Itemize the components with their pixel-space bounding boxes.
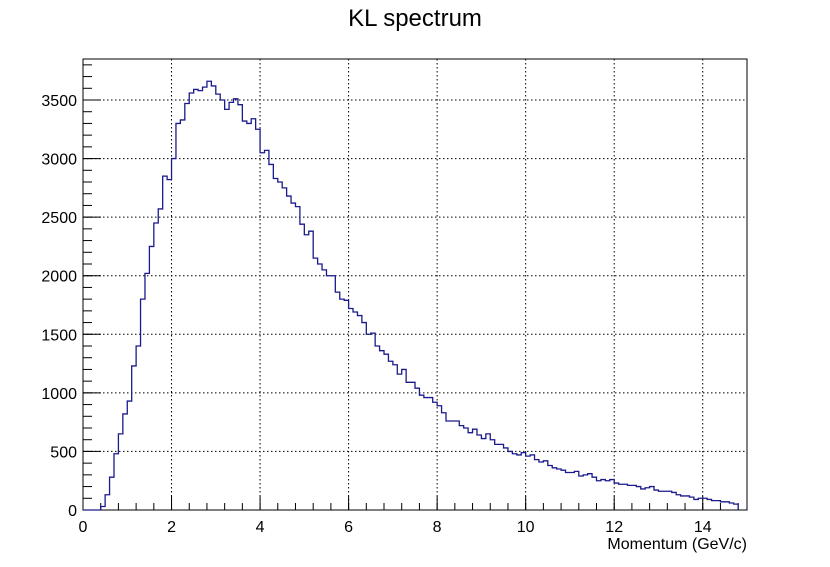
x-tick-label: 14 [694, 519, 712, 536]
grid-lines [83, 59, 747, 510]
axis-ticks [82, 64, 739, 511]
y-tick-label: 2000 [41, 269, 77, 286]
x-tick-label: 8 [433, 519, 442, 536]
chart-title: KL spectrum [348, 5, 482, 32]
y-tick-label: 500 [50, 444, 77, 461]
histogram-line [83, 80, 739, 511]
y-tick-label: 2500 [41, 210, 77, 227]
x-tick-label: 0 [79, 519, 88, 536]
y-tick-label: 3000 [41, 152, 77, 169]
x-tick-labels: 0 2 4 6 8 10 12 14 [79, 519, 712, 536]
plot-frame [82, 58, 748, 511]
y-tick-label: 0 [68, 503, 77, 520]
x-tick-label: 2 [167, 519, 176, 536]
y-tick-labels: 0 500 1000 1500 2000 2500 3000 3500 [41, 93, 77, 520]
x-tick-label: 6 [344, 519, 353, 536]
x-axis-label: Momentum (GeV/c) [607, 536, 747, 553]
y-tick-label: 1500 [41, 327, 77, 344]
y-tick-label: 3500 [41, 93, 77, 110]
y-tick-label: 1000 [41, 386, 77, 403]
x-tick-label: 4 [256, 519, 265, 536]
x-tick-label: 12 [605, 519, 623, 536]
x-tick-label: 10 [517, 519, 535, 536]
